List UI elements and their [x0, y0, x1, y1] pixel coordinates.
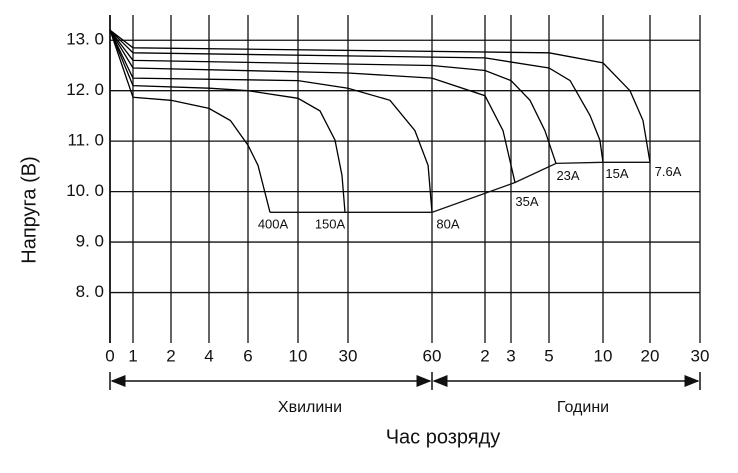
x-tick-label: 2 — [480, 346, 489, 365]
curve-label: 35A — [515, 194, 538, 209]
discharge-curve — [109, 29, 346, 213]
y-tick-label: 10. 0 — [66, 181, 104, 200]
curve-label: 80A — [436, 217, 459, 232]
x-tick-label: 30 — [691, 346, 710, 365]
y-tick-label: 11. 0 — [67, 131, 104, 150]
discharge-curve — [109, 29, 516, 183]
y-tick-label: 12. 0 — [66, 80, 104, 99]
x-tick-label: 4 — [204, 346, 213, 365]
discharge-curve — [109, 29, 271, 213]
x-tick-label: 30 — [339, 346, 358, 365]
curve-label: 15A — [605, 166, 628, 181]
x-tick-label: 20 — [641, 346, 660, 365]
x-tick-label: 5 — [544, 346, 553, 365]
y-axis-label: Напруга (В) — [18, 156, 40, 264]
curve-label: 23A — [556, 168, 579, 183]
x-axis-label: Час розряду — [386, 426, 501, 448]
y-tick-label: 8. 0 — [76, 282, 104, 301]
x-tick-label: 3 — [506, 346, 515, 365]
x-tick-label: 1 — [128, 346, 137, 365]
discharge-curve — [109, 29, 557, 164]
x-group-label: Години — [557, 399, 609, 416]
curve-label: 7.6A — [655, 164, 682, 179]
discharge-curve — [109, 29, 604, 163]
x-tick-label: 6 — [243, 346, 252, 365]
discharge-curve — [109, 29, 651, 163]
discharge-curve — [109, 29, 433, 213]
x-tick-label: 10 — [289, 346, 308, 365]
curve-label: 400A — [258, 217, 289, 232]
x-tick-label: 0 — [105, 346, 114, 365]
x-tick-label: 60 — [423, 346, 442, 365]
x-tick-label: 10 — [594, 346, 613, 365]
group-brackets — [109, 372, 701, 390]
y-tick-label: 13. 0 — [66, 30, 104, 49]
curve-label: 150A — [315, 217, 346, 232]
y-tick-label: 9. 0 — [76, 232, 104, 251]
cutoff-line — [270, 161, 650, 213]
x-tick-label: 2 — [166, 346, 175, 365]
x-group-label: Хвилини — [278, 399, 342, 416]
